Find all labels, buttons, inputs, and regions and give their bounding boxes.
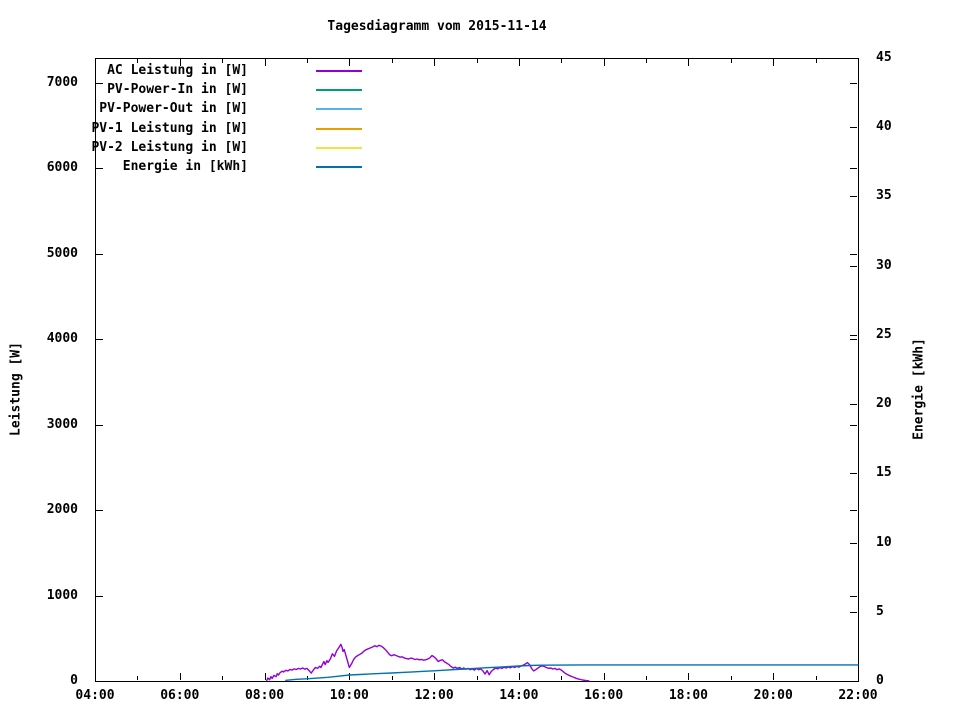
x-tick-label: 10:00: [329, 688, 369, 703]
legend-label: AC Leistung in [W]: [107, 63, 248, 78]
y1-tick-label: 7000: [46, 74, 78, 90]
series-line-energie-in-kwh: [285, 664, 859, 681]
y1-tick-label: 1000: [46, 587, 78, 603]
y2-tick-label: 10: [876, 534, 892, 550]
y2-tick-label: 45: [876, 50, 892, 65]
y2-tick-label: 20: [876, 396, 892, 412]
legend-label: PV-Power-Out in [W]: [99, 101, 248, 116]
legend-label: PV-1 Leistung in [W]: [91, 121, 248, 136]
legend-label: Energie in [kWh]: [122, 159, 248, 174]
x-tick-label: 22:00: [838, 688, 878, 703]
x-tick-label: 04:00: [75, 688, 115, 703]
x-tick-label: 16:00: [584, 688, 624, 703]
plot-border: [95, 58, 859, 682]
y2-tick-label: 40: [876, 119, 892, 135]
legend-sample-line: [316, 70, 362, 72]
y2-tick-label: 25: [876, 326, 892, 342]
legend-label: PV-Power-In in [W]: [107, 82, 248, 97]
legend-sample-line: [316, 128, 362, 130]
legend-sample-line: [316, 108, 362, 110]
axis-ticks: [95, 58, 859, 682]
y1-tick-label: 0: [70, 673, 78, 688]
y1-tick-label: 5000: [46, 245, 78, 261]
y2-tick-label: 35: [876, 188, 892, 204]
y1-tick-label: 3000: [46, 416, 78, 432]
y1-tick-label: 4000: [46, 331, 78, 347]
legend-label: PV-2 Leistung in [W]: [91, 140, 248, 155]
y2-tick-label: 0: [876, 673, 884, 688]
legend-sample-line: [316, 89, 362, 91]
x-tick-label: 14:00: [499, 688, 539, 703]
y2-tick-label: 30: [876, 257, 892, 273]
x-tick-label: 18:00: [668, 688, 708, 703]
series-line-ac-leistung-in-w: [266, 643, 590, 682]
y2-tick-label: 15: [876, 465, 892, 481]
legend-sample-line: [316, 147, 362, 149]
legend-sample-line: [316, 166, 362, 168]
y2-tick-label: 5: [876, 603, 884, 619]
x-tick-label: 08:00: [244, 688, 285, 703]
y1-tick-label: 2000: [46, 502, 78, 518]
chart-title: Tagesdiagramm vom 2015-11-14: [327, 19, 547, 34]
x-tick-label: 06:00: [160, 688, 200, 703]
x-tick-label: 20:00: [753, 688, 793, 703]
x-tick-label: 12:00: [414, 688, 454, 703]
y1-tick-label: 6000: [46, 160, 78, 176]
